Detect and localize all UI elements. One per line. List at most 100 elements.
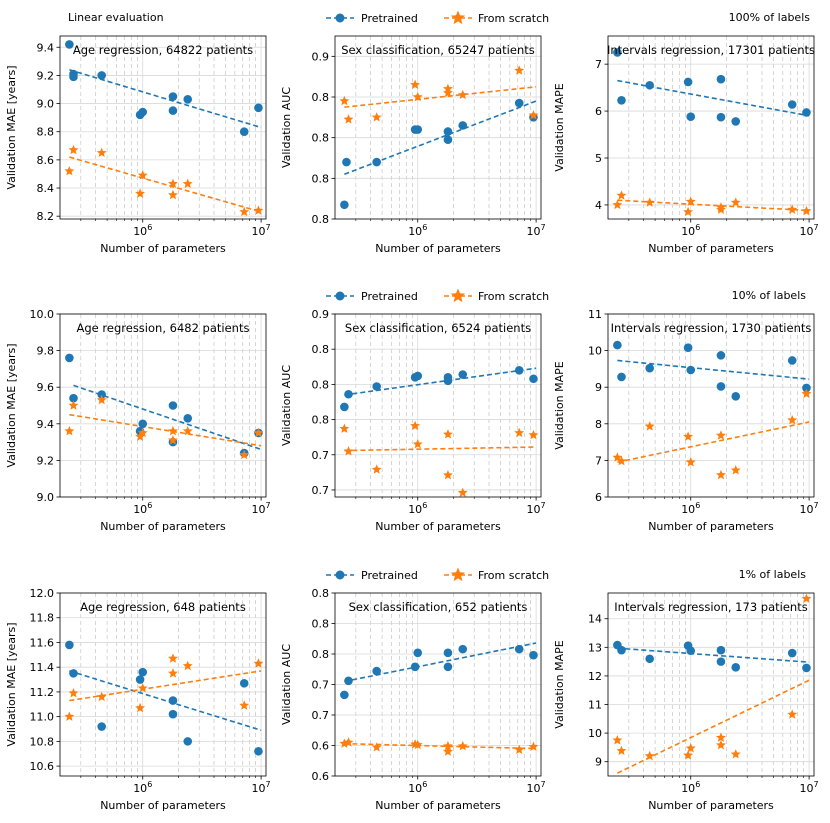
y-tick-label: 0.8 <box>312 378 330 391</box>
chart-panel-8: 106 107 0.6 0.6 0.7 0.7 0.8 0.8 0.8 Sex classific… <box>280 587 546 812</box>
data-point-scratch <box>253 427 264 438</box>
data-point-scratch <box>412 739 423 750</box>
y-tick-label: 13 <box>588 641 602 654</box>
data-point-scratch <box>616 190 627 200</box>
data-point-pretrained <box>138 667 148 677</box>
data-point-scratch <box>457 740 468 751</box>
data-point-pretrained <box>716 645 726 655</box>
fit-line-scratch <box>617 421 810 464</box>
y-tick-label: 14 <box>588 613 602 626</box>
y-tick-label: 10.6 <box>30 760 55 773</box>
x-tick-label: 107 <box>252 223 271 238</box>
data-point-scratch <box>644 197 655 207</box>
data-point-pretrained <box>716 351 726 360</box>
x-tick-label: 106 <box>133 223 152 238</box>
panel-title: Sex classification, 652 patients <box>349 600 528 614</box>
data-point-scratch <box>443 83 453 94</box>
data-point-scratch <box>443 746 453 756</box>
row-label-100-percent: 100% of labels <box>729 11 811 24</box>
y-tick-label: 0.8 <box>312 587 330 600</box>
data-point-pretrained <box>787 100 797 109</box>
legend-scratch-label: From scratch <box>478 290 549 303</box>
y-tick-label: 0.8 <box>312 648 330 661</box>
y-tick-label: 0.7 <box>312 679 330 692</box>
data-point-scratch <box>253 658 264 668</box>
fit-line-pretrained <box>344 367 537 396</box>
legend-pretrained-marker <box>335 291 345 301</box>
data-point-pretrained <box>529 374 538 384</box>
y-tick-label: 10 <box>588 727 602 740</box>
fit-line-scratch <box>344 446 537 452</box>
x-tick-label: 106 <box>681 501 700 516</box>
x-tick-label: 106 <box>408 501 427 516</box>
data-point-pretrained <box>97 722 106 731</box>
y-tick-label: 0.8 <box>312 213 330 226</box>
data-point-scratch <box>64 425 75 436</box>
y-tick-label: 10.8 <box>30 735 55 748</box>
y-tick-label: 9.8 <box>37 345 55 358</box>
data-point-scratch <box>137 170 148 180</box>
data-point-scratch <box>683 431 694 441</box>
data-point-pretrained <box>731 663 741 672</box>
panel-title: Age regression, 648 patients <box>80 600 246 614</box>
x-axis-label: Number of parameters <box>648 799 774 812</box>
y-tick-label: 7 <box>595 454 602 467</box>
data-point-scratch <box>716 469 726 480</box>
data-point-pretrained <box>686 646 696 656</box>
data-point-scratch <box>514 427 525 438</box>
data-point-scratch <box>371 112 382 122</box>
y-tick-label: 8.6 <box>37 154 55 167</box>
data-point-pretrained <box>340 200 349 210</box>
data-point-scratch <box>253 205 264 215</box>
data-point-pretrained <box>239 127 249 137</box>
data-point-scratch <box>730 197 741 207</box>
data-point-scratch <box>685 196 696 206</box>
data-point-scratch <box>343 737 354 747</box>
data-point-pretrained <box>138 419 148 429</box>
panel-title: Age regression, 64822 patients <box>73 43 253 57</box>
legend-scratch-marker <box>450 567 466 582</box>
y-tick-label: 11.6 <box>30 636 55 649</box>
data-point-pretrained <box>716 657 726 666</box>
y-tick-label: 11.8 <box>30 612 55 625</box>
x-tick-label: 106 <box>133 501 152 516</box>
y-tick-label: 6 <box>595 491 602 504</box>
data-point-scratch <box>716 732 726 742</box>
y-tick-label: 0.8 <box>312 414 330 427</box>
data-point-pretrained <box>731 392 741 401</box>
row-label-10-percent: 10% of labels <box>732 289 807 302</box>
data-point-scratch <box>182 425 193 436</box>
y-axis-label: Validation MAPE <box>553 361 566 449</box>
chart-panel-3: 106 107 4 5 6 7 Intervals regression, 17301 pa… <box>553 35 819 255</box>
y-axis-label: Validation AUC <box>280 87 293 168</box>
y-axis-label: Validation MAPE <box>553 640 566 728</box>
data-point-pretrained <box>802 108 811 117</box>
data-point-scratch <box>371 464 382 474</box>
fit-line-pretrained <box>69 670 262 732</box>
data-point-scratch <box>410 79 421 90</box>
data-point-scratch <box>457 487 468 497</box>
y-tick-label: 9.4 <box>37 418 55 431</box>
plot-frame <box>334 592 542 777</box>
data-point-scratch <box>716 204 726 214</box>
data-point-scratch <box>683 206 694 217</box>
data-point-pretrained <box>97 390 106 399</box>
data-point-scratch <box>239 206 250 217</box>
data-point-pretrained <box>716 74 726 84</box>
data-point-pretrained <box>69 393 78 403</box>
data-point-pretrained <box>514 98 524 108</box>
y-tick-label: 12.0 <box>30 587 55 600</box>
data-point-pretrained <box>183 95 193 104</box>
y-tick-label: 0.7 <box>312 484 330 497</box>
data-point-pretrained <box>254 746 263 756</box>
data-point-pretrained <box>617 372 626 382</box>
data-point-pretrained <box>183 737 193 746</box>
chart-panel-9: 106 107 9 10 11 12 13 14 Intervals regression, 1… <box>553 592 819 812</box>
data-point-pretrained <box>168 92 178 101</box>
data-point-pretrained <box>410 662 420 672</box>
data-point-pretrained <box>344 676 353 686</box>
data-point-pretrained <box>443 127 453 136</box>
x-axis-label: Number of parameters <box>648 520 774 533</box>
data-point-scratch <box>716 430 726 440</box>
y-tick-label: 9 <box>595 381 602 394</box>
